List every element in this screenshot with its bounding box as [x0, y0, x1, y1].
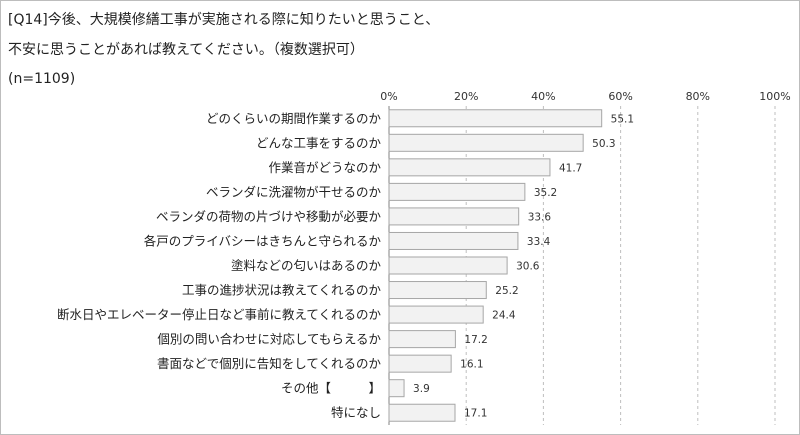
value-label: 3.9	[413, 383, 430, 395]
question-line-2: 不安に思うことがあれば教えてください。（複数選択可）	[8, 42, 364, 58]
value-label: 41.7	[559, 162, 582, 174]
x-tick-label: 0%	[380, 90, 397, 103]
bar	[388, 281, 487, 300]
value-label: 55.1	[611, 113, 634, 125]
category-label: 作業音がどうなのか	[268, 160, 381, 175]
bar	[388, 305, 484, 324]
value-label: 33.4	[527, 236, 551, 248]
x-tick-label: 60%	[608, 90, 632, 103]
bar	[388, 403, 456, 422]
x-tick-label: 40%	[531, 90, 555, 103]
category-label: どんな工事をするのか	[256, 135, 382, 150]
bar	[388, 133, 584, 152]
question-line-1: [Q14]今後、大規模修繕工事が実施される際に知りたいと思うこと、	[8, 12, 440, 28]
category-label: 塗料などの匂いはあるのか	[231, 258, 382, 273]
bar	[388, 109, 603, 128]
category-label: その他【 】	[281, 381, 381, 396]
bar	[388, 158, 551, 177]
bar	[388, 231, 519, 250]
value-label: 24.4	[492, 310, 516, 322]
value-label: 35.2	[534, 187, 557, 199]
x-tick-label: 100%	[759, 90, 790, 103]
value-label: 30.6	[516, 261, 540, 273]
value-label: 17.1	[464, 408, 487, 420]
value-label: 33.6	[528, 211, 552, 223]
category-label: 個別の問い合わせに対応してもらえるか	[157, 332, 381, 347]
category-label: ベランダに洗濯物が干せるのか	[206, 184, 382, 199]
category-label: ベランダの荷物の片づけや移動が必要か	[156, 209, 382, 224]
category-label: 工事の進捗状況は教えてくれるのか	[182, 283, 382, 298]
sample-size-label: (n=1109)	[8, 71, 76, 87]
category-label: どのくらいの期間作業するのか	[206, 111, 382, 126]
category-label: 書面などで個別に告知をしてくれるのか	[157, 356, 382, 371]
bar	[388, 379, 405, 398]
bar	[388, 256, 508, 275]
bar	[388, 182, 526, 201]
x-tick-label: 80%	[686, 90, 710, 103]
category-label: 各戸のプライバシーはきちんと守られるか	[144, 233, 382, 248]
value-label: 25.2	[495, 285, 518, 297]
x-tick-label: 20%	[454, 90, 478, 103]
bar	[388, 354, 452, 373]
bar	[388, 330, 456, 349]
value-label: 17.2	[464, 334, 487, 346]
value-label: 16.1	[460, 359, 483, 371]
bar	[388, 207, 520, 226]
category-label: 断水日やエレベーター停止日など事前に教えてくれるのか	[57, 307, 382, 322]
category-label: 特になし	[331, 405, 381, 420]
value-label: 50.3	[592, 138, 615, 150]
